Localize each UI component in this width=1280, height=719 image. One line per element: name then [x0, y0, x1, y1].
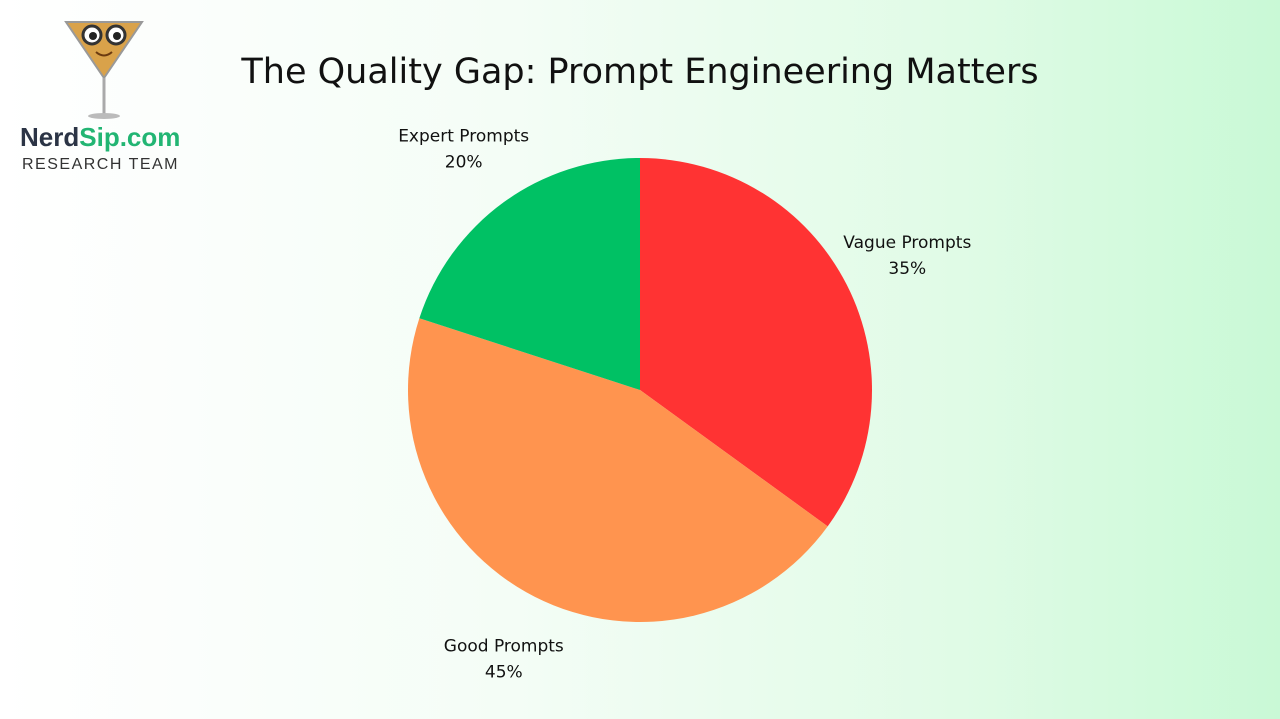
brand-name: NerdSip.com [20, 122, 180, 153]
chart-title: The Quality Gap: Prompt Engineering Matt… [241, 52, 1039, 92]
brand-subtitle: RESEARCH TEAM [22, 156, 180, 173]
brand-part1: Nerd [20, 122, 80, 152]
pie-slice-vague-prompts [640, 158, 872, 527]
nerdsip-logo [14, 10, 194, 180]
pie-slice-good-prompts [408, 318, 828, 622]
slice-label-2: Expert Prompts [398, 126, 529, 146]
slice-value-1: 45% [485, 662, 523, 682]
slice-value-2: 20% [445, 152, 483, 172]
martini-glass-icon [64, 21, 144, 119]
slice-label-0: Vague Prompts [843, 233, 971, 253]
slice-value-0: 35% [888, 259, 926, 279]
slice-label-1: Good Prompts [444, 636, 564, 656]
brand-part2: Sip.com [79, 122, 181, 152]
pie-slice-expert-prompts [419, 158, 640, 390]
